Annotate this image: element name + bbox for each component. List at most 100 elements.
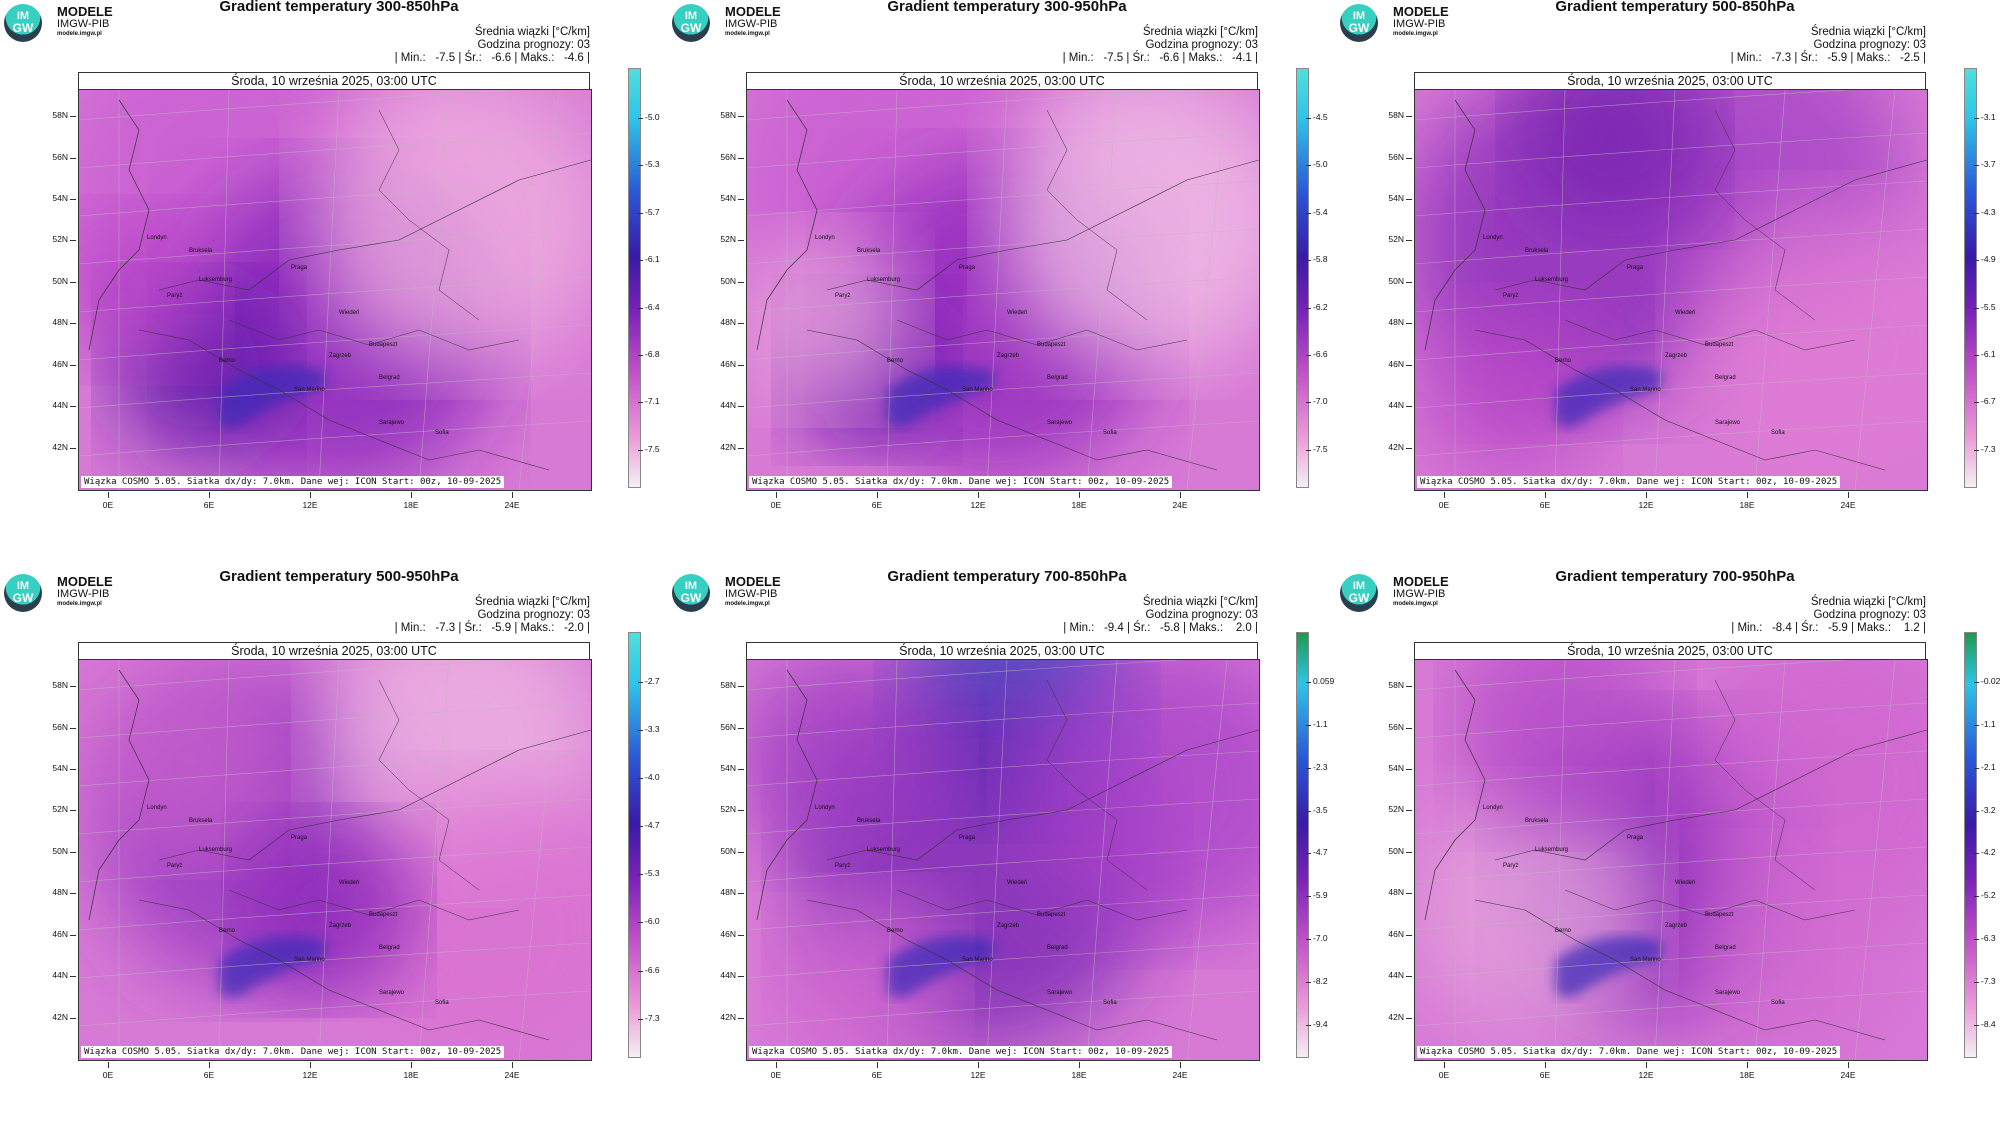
date-bar: Środa, 10 września 2025, 03:00 UTC bbox=[1414, 642, 1926, 660]
city-label: Londyn bbox=[147, 805, 167, 811]
lon-label: 12E bbox=[295, 1062, 325, 1080]
units-label: Średnia wiązki [°C/km] bbox=[1810, 596, 1926, 608]
lat-label: 46N bbox=[1374, 359, 1412, 369]
panel-title: Gradient temperatury 300-850hPa bbox=[219, 0, 459, 15]
lat-label: 42N bbox=[706, 442, 744, 452]
logo-line2: IMGW-PIB bbox=[57, 588, 110, 600]
colorbar-tick-label: -6.0 bbox=[638, 916, 660, 927]
colorbar-tick-label: -7.5 bbox=[1306, 443, 1328, 454]
lat-label: 44N bbox=[706, 400, 744, 410]
city-label: Londyn bbox=[815, 235, 835, 241]
colorbar-tick-label: -7.3 bbox=[638, 1012, 660, 1023]
lat-label: 48N bbox=[38, 317, 76, 327]
lat-label: 50N bbox=[38, 846, 76, 856]
city-label: Sarajewo bbox=[379, 420, 405, 426]
logo-badge-top: IM bbox=[1352, 10, 1366, 22]
units-label: Średnia wiązki [°C/km] bbox=[474, 596, 590, 608]
city-label: Budapeszt bbox=[369, 342, 398, 348]
city-label: Sofia bbox=[1103, 1000, 1117, 1006]
map-area: Londyn Bruksela Paryż Luksemburg Praga Wiedeń… bbox=[1414, 659, 1928, 1061]
lon-label: 12E bbox=[1631, 1062, 1661, 1080]
city-label: Budapeszt bbox=[1037, 912, 1066, 918]
logo-badge-top: IM bbox=[684, 10, 698, 22]
colorbar-tick-label: -6.4 bbox=[638, 301, 660, 312]
lon-label: 0E bbox=[1429, 1062, 1459, 1080]
lat-label: 58N bbox=[1374, 110, 1412, 120]
lat-label: 42N bbox=[38, 1012, 76, 1022]
model-footnote: Wiązka COSMO 5.05. Siatka dx/dy: 7.0km. … bbox=[81, 476, 505, 488]
city-label: San Marino bbox=[1630, 957, 1661, 963]
lat-label: 56N bbox=[706, 722, 744, 732]
map-area: Londyn Bruksela Paryż Luksemburg Praga Wiedeń… bbox=[78, 89, 592, 491]
colorbar-tick-label: -7.0 bbox=[1306, 396, 1328, 407]
lon-label: 24E bbox=[497, 492, 527, 510]
city-label: Wiedeń bbox=[1007, 310, 1028, 316]
stats-line: | Min.: -7.5 | Śr.: -6.6 | Maks.: -4.1 | bbox=[1062, 52, 1258, 64]
logo-line2: IMGW-PIB bbox=[1393, 588, 1446, 600]
city-label: Wiedeń bbox=[1675, 310, 1696, 316]
lat-label: 44N bbox=[706, 970, 744, 980]
colorbar-tick-label: -7.1 bbox=[638, 396, 660, 407]
stats-line: | Min.: -7.3 | Śr.: -5.9 | Maks.: -2.0 | bbox=[394, 622, 590, 634]
lat-label: 58N bbox=[706, 680, 744, 690]
lon-label: 18E bbox=[396, 492, 426, 510]
city-label: Sofia bbox=[435, 430, 449, 436]
colorbar-tick-label: -5.0 bbox=[638, 112, 660, 122]
colorbar-tick-label: -3.2 bbox=[1974, 804, 1996, 815]
city-label: Sarajewo bbox=[1047, 420, 1073, 426]
city-label: Wiedeń bbox=[339, 310, 360, 316]
city-label: Belgrad bbox=[1715, 375, 1736, 381]
logo-badge-bottom: GW bbox=[680, 591, 702, 605]
logo-line2: IMGW-PIB bbox=[57, 18, 110, 30]
city-label: Praga bbox=[959, 265, 976, 271]
lat-label: 48N bbox=[706, 887, 744, 897]
city-label: Paryż bbox=[167, 293, 183, 299]
colorbar bbox=[1964, 632, 1977, 1058]
lat-label: 48N bbox=[38, 887, 76, 897]
city-label: Paryż bbox=[167, 863, 183, 869]
lon-label: 24E bbox=[1833, 1062, 1863, 1080]
forecast-panel: IM GW MODELE IMGW-PIB modele.imgw.pl Gra… bbox=[0, 568, 668, 1136]
lat-label: 46N bbox=[706, 929, 744, 939]
map-image bbox=[79, 90, 591, 490]
logo-line2: IMGW-PIB bbox=[1393, 18, 1446, 30]
colorbar-tick-label: -1.1 bbox=[1306, 718, 1328, 729]
colorbar bbox=[628, 632, 641, 1058]
lat-label: 48N bbox=[1374, 887, 1412, 897]
lon-label: 6E bbox=[862, 492, 892, 510]
lat-label: 58N bbox=[38, 680, 76, 690]
imgw-logo-badge: IM GW bbox=[672, 4, 710, 42]
city-label: San Marino bbox=[962, 957, 993, 963]
date-bar: Środa, 10 września 2025, 03:00 UTC bbox=[746, 72, 1258, 90]
map-area: Londyn Bruksela Paryż Luksemburg Praga Wiedeń… bbox=[78, 659, 592, 1061]
map-area: Londyn Bruksela Paryż Luksemburg Praga Wiedeń… bbox=[746, 659, 1260, 1061]
lat-label: 42N bbox=[1374, 442, 1412, 452]
city-label: Zagrzeb bbox=[329, 353, 352, 359]
map-image bbox=[1415, 90, 1927, 490]
lat-label: 54N bbox=[706, 763, 744, 773]
colorbar-tick-label: -6.1 bbox=[638, 254, 660, 265]
city-label: Paryż bbox=[835, 863, 851, 869]
forecast-hour-label: Godzina prognozy: 03 bbox=[1145, 609, 1258, 621]
city-label: San Marino bbox=[1630, 387, 1661, 393]
lat-label: 58N bbox=[706, 110, 744, 120]
logo-badge-top: IM bbox=[16, 10, 30, 22]
lat-label: 56N bbox=[1374, 722, 1412, 732]
forecast-hour-label: Godzina prognozy: 03 bbox=[1145, 39, 1258, 51]
city-label: Paryż bbox=[1503, 293, 1519, 299]
colorbar-tick-label: -8.2 bbox=[1306, 976, 1328, 987]
city-label: San Marino bbox=[294, 957, 325, 963]
lat-label: 48N bbox=[1374, 317, 1412, 327]
city-label: Sarajewo bbox=[1715, 420, 1741, 426]
colorbar-tick-label: -2.1 bbox=[1974, 761, 1996, 772]
lat-label: 52N bbox=[706, 234, 744, 244]
lat-label: 46N bbox=[38, 929, 76, 939]
logo-badge-bottom: GW bbox=[12, 21, 34, 35]
colorbar-tick-label: -3.1 bbox=[1974, 112, 1996, 122]
city-label: Zagrzeb bbox=[1665, 353, 1688, 359]
city-label: Belgrad bbox=[1047, 945, 1068, 951]
logo-url: modele.imgw.pl bbox=[57, 601, 102, 607]
city-label: San Marino bbox=[294, 387, 325, 393]
city-label: Praga bbox=[291, 835, 308, 841]
lat-label: 46N bbox=[38, 359, 76, 369]
